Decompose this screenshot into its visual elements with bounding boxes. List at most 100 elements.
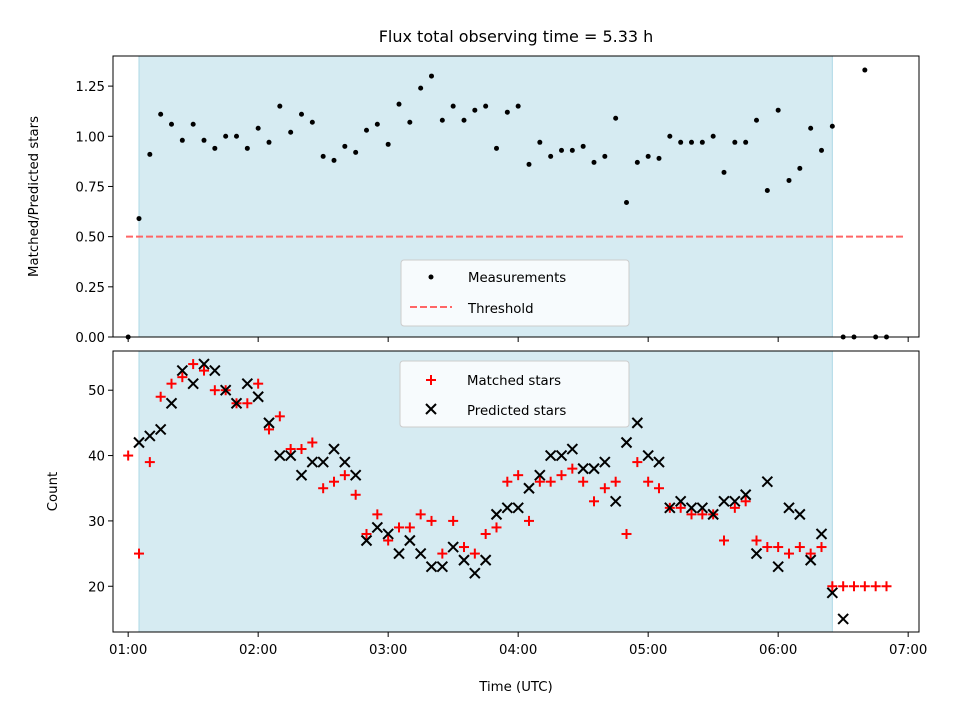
matched-star-point <box>502 476 513 487</box>
matched-star-point <box>870 581 881 592</box>
measurement-point <box>309 119 315 125</box>
measurement-point <box>819 147 824 153</box>
bottom-x-tick-label: 03:00 <box>369 643 407 658</box>
matched-star-point <box>166 378 177 389</box>
measurement-points <box>125 67 889 340</box>
legend-measurements-label: Measurements <box>468 271 566 286</box>
predicted-star-point <box>718 495 730 508</box>
matched-star-point <box>599 483 610 494</box>
legend-matched-symbol <box>426 375 436 385</box>
legend-matched-label: Matched stars <box>467 374 561 389</box>
measurement-point <box>580 143 586 149</box>
top-y-tick-label: 0.50 <box>75 231 105 246</box>
measurement-point <box>418 85 424 91</box>
legend-measurements-marker <box>428 274 434 280</box>
matched-star-point <box>589 496 599 507</box>
matched-star-point <box>253 378 264 389</box>
matched-star-point <box>805 548 816 559</box>
matched-star-point <box>307 437 318 448</box>
matched-star-point <box>556 470 567 481</box>
predicted-star-point <box>360 534 373 547</box>
matched-star-point <box>177 372 188 383</box>
predicted-star-point <box>750 547 763 560</box>
measurement-point <box>450 103 456 109</box>
measurement-point <box>537 139 543 145</box>
top-y-axis-label: Matched/Predicted stars <box>27 116 42 277</box>
predicted-star-point <box>555 449 568 462</box>
predicted-star-point <box>295 469 308 481</box>
bottom-y-tick-label: 30 <box>88 515 105 530</box>
measurement-point <box>656 155 662 161</box>
bottom-x-ticks: 01:00 02:00 03:00 04:00 05:00 06:00 07:00 <box>109 632 927 658</box>
measurement-point <box>288 129 294 135</box>
predicted-star-point <box>837 613 849 625</box>
matched-star-point <box>199 365 209 376</box>
measurement-point <box>613 115 619 121</box>
predicted-star-point <box>187 377 199 390</box>
measurement-point <box>743 139 749 145</box>
matched-star-point <box>740 496 751 507</box>
predicted-star-point <box>577 462 589 475</box>
bottom-x-tick-label: 02:00 <box>239 643 277 658</box>
predicted-star-point <box>826 587 839 599</box>
measurement-point <box>255 125 261 131</box>
measurement-point <box>331 157 337 163</box>
predicted-star-point <box>534 469 546 481</box>
predicted-star-point <box>685 502 698 514</box>
predicted-star-point <box>609 495 622 508</box>
measurement-point <box>169 121 174 127</box>
predicted-star-point <box>252 391 264 403</box>
measurement-point <box>764 187 770 193</box>
measurement-point <box>472 107 478 113</box>
measurement-point <box>699 139 705 145</box>
predicted-star-point <box>447 541 459 553</box>
predicted-star-point <box>404 534 416 547</box>
top-panel: 0.00 0.25 0.50 0.75 1.00 1.25 Flux total obse… <box>27 27 920 346</box>
predicted-star-point <box>739 489 752 501</box>
matched-star-point <box>426 515 437 526</box>
measurement-point <box>754 117 759 123</box>
bottom-x-tick-label: 06:00 <box>759 643 797 658</box>
top-y-tick-label: 0.25 <box>75 281 105 296</box>
matched-star-point <box>296 444 307 455</box>
matched-star-point <box>513 470 524 481</box>
matched-star-point <box>480 528 491 539</box>
measurement-point <box>299 111 304 117</box>
predicted-star-point <box>425 560 438 573</box>
matched-star-point <box>372 509 383 520</box>
measurement-point <box>353 149 359 155</box>
bottom-y-axis-label: Count <box>46 472 61 512</box>
predicted-star-point <box>349 469 362 481</box>
measurement-point <box>374 121 380 127</box>
matched-star-point <box>719 535 729 546</box>
predicted-star-point <box>544 449 557 462</box>
predicted-star-point <box>154 423 167 436</box>
matched-star-point <box>144 457 155 468</box>
predicted-star-point <box>144 430 156 442</box>
predicted-star-point <box>631 417 644 429</box>
bottom-y-tick-label: 20 <box>88 580 105 595</box>
predicted-star-point <box>230 397 243 409</box>
matched-star-point <box>784 548 794 559</box>
matched-star-point <box>524 515 534 526</box>
top-y-tick-label: 1.25 <box>75 80 105 95</box>
measurement-point <box>634 159 640 165</box>
legend-predicted-label: Predicted stars <box>467 404 566 419</box>
predicted-star-point <box>339 456 351 468</box>
measurement-point <box>689 139 694 145</box>
measurement-point <box>591 159 597 165</box>
matched-star-point <box>632 457 643 468</box>
bottom-axes-frame <box>112 350 920 633</box>
matched-star-point <box>578 476 589 487</box>
predicted-star-point <box>794 508 806 521</box>
matched-star-point <box>285 444 296 455</box>
predicted-star-point <box>469 567 481 579</box>
measurement-point <box>364 127 369 133</box>
matched-star-point <box>383 535 394 546</box>
predicted-star-point <box>599 456 611 468</box>
measurement-point <box>342 143 348 149</box>
predicted-star-point <box>729 495 741 508</box>
matched-star-point <box>534 476 545 487</box>
predicted-star-point <box>783 502 795 514</box>
